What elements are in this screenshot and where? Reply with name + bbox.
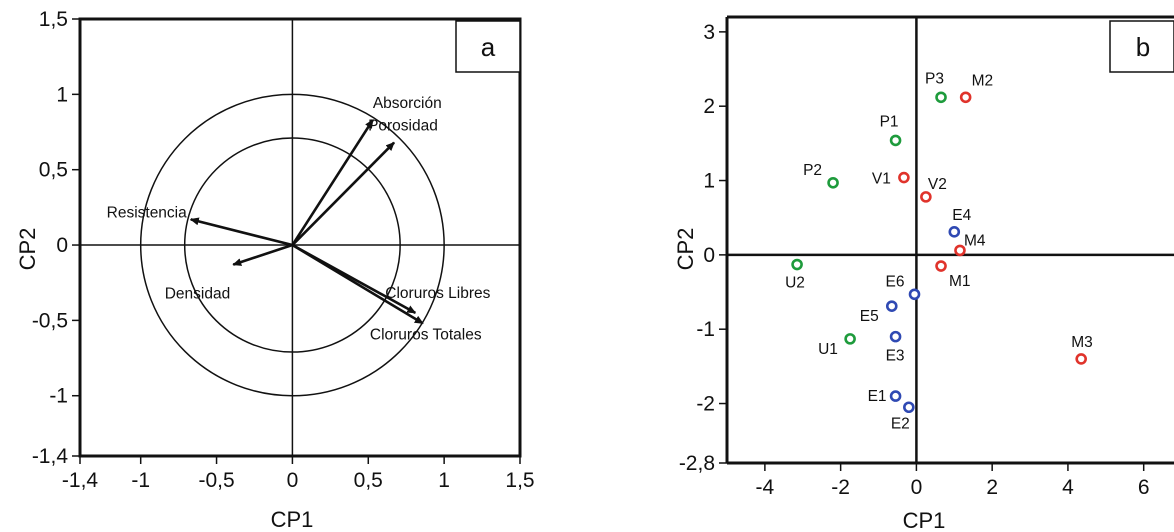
point-p3 bbox=[935, 91, 947, 104]
vector-label-cloruros-libres: Cloruros Libres bbox=[385, 285, 490, 302]
plot-frame bbox=[78, 17, 522, 458]
x-tick-label: -0,5 bbox=[198, 469, 234, 492]
vector-resistencia bbox=[189, 217, 293, 247]
x-tick-label: -1,4 bbox=[62, 469, 99, 492]
y-axis-ticks: 3 2 1 0 -1 -2 -2,8 bbox=[679, 21, 727, 475]
panel-label-box bbox=[1109, 20, 1174, 73]
y-tick-label: 2 bbox=[703, 95, 715, 118]
x-tick-label: -4 bbox=[756, 476, 775, 499]
x-tick-label: -1 bbox=[131, 469, 150, 492]
x-tick-label: 1,5 bbox=[505, 469, 534, 492]
y-tick-label: 1 bbox=[56, 83, 68, 106]
x-axis-label: CP1 bbox=[271, 507, 314, 532]
point-p2 bbox=[827, 176, 839, 189]
vector-label-cloruros-totales: Cloruros Totales bbox=[370, 326, 482, 343]
point-label-v1: V1 bbox=[872, 171, 891, 188]
x-tick-label: 0 bbox=[911, 476, 923, 499]
x-axis-label: CP1 bbox=[903, 508, 946, 532]
y-tick-label: 1,5 bbox=[39, 8, 68, 31]
y-tick-label: 0,5 bbox=[39, 159, 68, 182]
point-v1 bbox=[898, 171, 910, 184]
x-tick-label: 0 bbox=[287, 469, 299, 492]
vector-labels: Absorción Porosidad Resistencia Densidad Clo… bbox=[107, 95, 491, 343]
point-label-m4: M4 bbox=[964, 232, 986, 249]
point-label-m3: M3 bbox=[1071, 334, 1093, 351]
x-tick-label: 6 bbox=[1138, 476, 1150, 499]
y-axis-label: CP2 bbox=[673, 228, 698, 271]
score-points bbox=[791, 91, 1087, 414]
point-e1 bbox=[889, 390, 902, 402]
point-m4 bbox=[954, 244, 966, 257]
point-label-e6: E6 bbox=[886, 273, 905, 290]
vector-label-resistencia: Resistencia bbox=[107, 204, 187, 221]
vector-cloruros-totales bbox=[291, 243, 424, 325]
y-tick-label: 0 bbox=[56, 234, 68, 257]
vector-label-densidad: Densidad bbox=[165, 286, 231, 303]
vector-densidad bbox=[232, 243, 293, 266]
point-label-p1: P1 bbox=[880, 113, 899, 130]
y-tick-label: 0 bbox=[703, 244, 715, 267]
y-tick-label: -1 bbox=[49, 385, 68, 408]
point-label-v2: V2 bbox=[928, 176, 947, 193]
point-label-e4: E4 bbox=[952, 207, 971, 224]
x-axis-ticks: -4 -2 0 2 4 6 bbox=[756, 463, 1150, 499]
x-tick-label: -2 bbox=[831, 476, 850, 499]
point-e5 bbox=[885, 300, 898, 312]
panel-label-box bbox=[455, 20, 521, 73]
y-tick-label: -1,4 bbox=[32, 445, 69, 468]
loading-vectors bbox=[189, 119, 424, 325]
point-label-e1: E1 bbox=[868, 388, 887, 405]
vector-label-absorci-n: Absorción bbox=[373, 95, 442, 112]
point-u1 bbox=[844, 333, 856, 345]
vector-porosidad bbox=[291, 141, 395, 246]
point-u2 bbox=[791, 258, 803, 271]
point-label-m2: M2 bbox=[972, 72, 994, 89]
point-label-e3: E3 bbox=[886, 348, 905, 365]
point-label-u1: U1 bbox=[818, 341, 838, 358]
y-axis-label: CP2 bbox=[15, 228, 40, 271]
point-label-e2: E2 bbox=[891, 415, 910, 432]
y-tick-label: -1 bbox=[696, 318, 715, 341]
point-m2 bbox=[959, 91, 972, 104]
point-e2 bbox=[903, 401, 915, 414]
vector-absorci-n bbox=[291, 119, 374, 246]
x-tick-label: 1 bbox=[438, 469, 450, 492]
x-axis-ticks: -1,4 -1 -0,5 0 0,5 1 1,5 bbox=[62, 456, 535, 492]
point-e6 bbox=[908, 288, 921, 301]
panel-a: Absorción Porosidad Resistencia Densidad Clo… bbox=[15, 8, 535, 532]
x-tick-label: 2 bbox=[986, 476, 998, 499]
point-label-p3: P3 bbox=[925, 70, 944, 87]
y-tick-label: -2 bbox=[696, 393, 715, 416]
point-p1 bbox=[889, 134, 902, 147]
point-label-e5: E5 bbox=[860, 308, 879, 325]
point-label-u2: U2 bbox=[785, 275, 805, 292]
y-tick-label: -0,5 bbox=[32, 309, 68, 332]
y-tick-label: -2,8 bbox=[679, 452, 715, 475]
x-tick-label: 0,5 bbox=[354, 469, 383, 492]
panel-label: a bbox=[481, 32, 496, 62]
point-m1 bbox=[935, 260, 947, 272]
point-e4 bbox=[948, 226, 961, 238]
x-tick-label: 4 bbox=[1062, 476, 1074, 499]
point-label-m1: M1 bbox=[949, 273, 971, 290]
point-m3 bbox=[1075, 353, 1087, 365]
y-axis-ticks: 1,5 1 0,5 0 -0,5 -1 -1,4 bbox=[32, 8, 80, 468]
panel-label: b bbox=[1136, 32, 1150, 62]
y-tick-label: 1 bbox=[703, 170, 715, 193]
y-tick-label: 3 bbox=[703, 21, 715, 44]
point-e3 bbox=[889, 330, 902, 343]
point-v2 bbox=[920, 191, 932, 203]
vector-label-porosidad: Porosidad bbox=[368, 118, 438, 135]
point-label-p2: P2 bbox=[803, 162, 822, 179]
